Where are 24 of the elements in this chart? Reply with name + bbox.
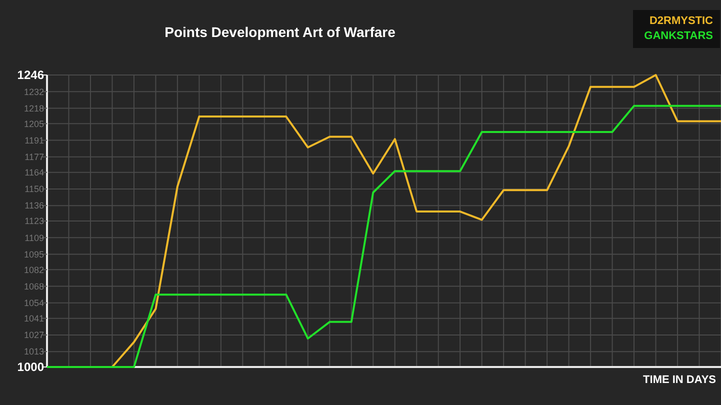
y-tick-label: 1136 (24, 200, 44, 211)
y-tick-label: 1013 (24, 346, 44, 357)
y-tick-label: 1000 (17, 360, 44, 374)
y-tick-label: 1123 (24, 216, 44, 226)
y-tick-label: 1191 (24, 135, 44, 146)
text: D2RMYSTIC (649, 15, 714, 27)
y-tick-label: 1054 (24, 298, 44, 308)
y-tick-label: 1150 (24, 184, 44, 194)
y-tick-label: 1218 (24, 103, 44, 114)
y-tick-label: 1041 (24, 313, 44, 324)
y-tick-label: 1082 (24, 264, 44, 275)
chart-title: Points Development Art of Warfare (164, 24, 396, 40)
text: GANKSTARS (644, 30, 713, 42)
y-tick-label: 1068 (24, 281, 44, 292)
y-tick-label: 1164 (24, 167, 44, 178)
y-tick-label: 1109 (24, 232, 44, 243)
y-tick-label: 1232 (24, 86, 44, 97)
y-tick-label: 1205 (24, 118, 44, 129)
y-tick-label: 1177 (24, 152, 44, 162)
y-tick-label: 1027 (24, 330, 44, 340)
y-tick-label: 1095 (24, 249, 44, 260)
line-series (111, 74, 721, 368)
y-tick-label: 1246 (17, 68, 44, 82)
x-axis-title: TIME IN DAYS (643, 374, 716, 386)
